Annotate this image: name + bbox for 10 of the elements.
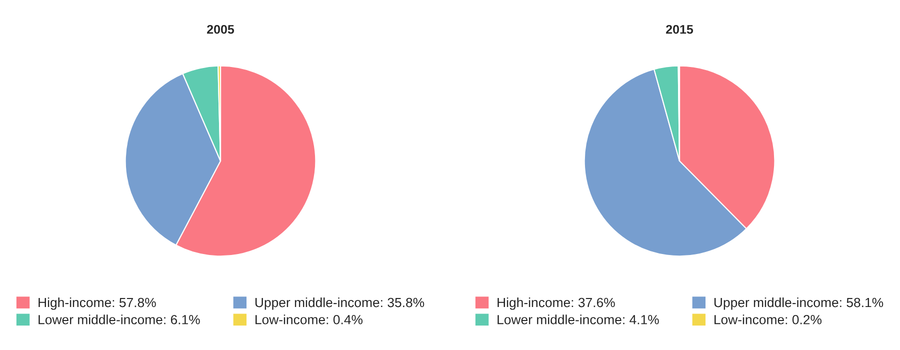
- legend-label: Upper middle-income: 35.8%: [255, 297, 424, 310]
- legend-label: Lower middle-income: 4.1%: [498, 314, 659, 324]
- chart-title: 2015: [666, 24, 694, 34]
- legend-label: Upper middle-income: 58.1%: [714, 297, 884, 310]
- chart-title: 2005: [207, 24, 234, 34]
- legend-label: Low-income: 0.4%: [256, 314, 363, 324]
- legend-label: Lower middle-income: 6.1%: [38, 314, 200, 324]
- legend-label: High-income: 37.6%: [498, 297, 615, 310]
- legend-label: High-income: 57.8%: [38, 297, 156, 310]
- legend-label: Low-income: 0.2%: [714, 314, 822, 324]
